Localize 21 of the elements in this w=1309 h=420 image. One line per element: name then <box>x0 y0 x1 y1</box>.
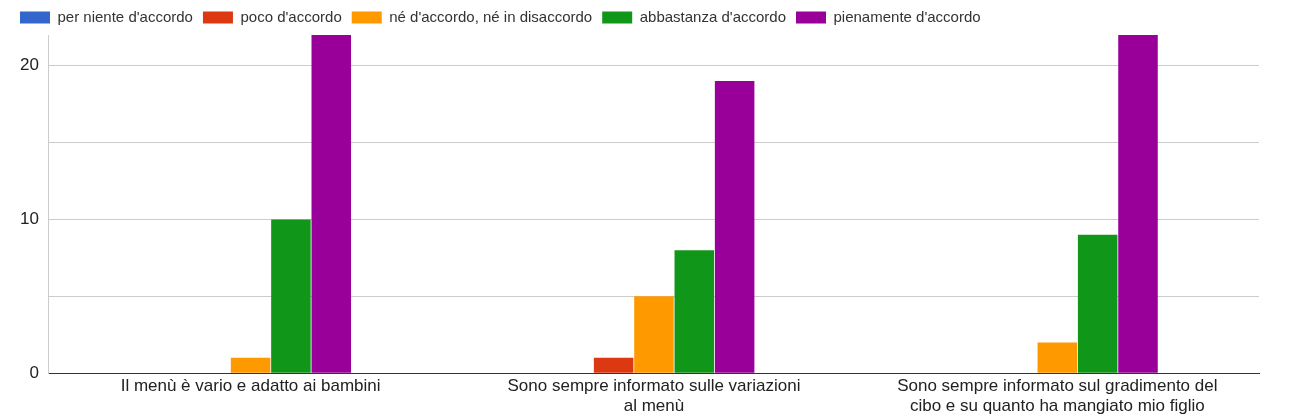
bar <box>593 357 634 373</box>
bar <box>714 81 755 373</box>
bar <box>634 296 674 373</box>
bar <box>271 219 311 373</box>
y-tick-label: 10 <box>19 209 39 229</box>
x-tick-label: Sono sempre informato sulle variazioni al menù <box>507 376 801 416</box>
legend-label: abbastanza d'accordo <box>639 7 787 25</box>
bar <box>1118 35 1158 373</box>
legend-label: poco d'accordo <box>240 7 342 25</box>
legend-label: per niente d'accordo <box>57 7 193 25</box>
y-tick-label: 20 <box>19 55 39 75</box>
x-tick-label: Sono sempre informato sul gradimento del cibo e su quanto ha mangiato mio figlio <box>897 376 1218 416</box>
x-tick-label: Il menù è vario e adatto ai bambini <box>120 376 381 396</box>
bar <box>230 357 271 373</box>
bar <box>1037 342 1078 373</box>
bar <box>1077 234 1118 373</box>
legend-label: né d'accordo, né in disaccordo <box>389 7 593 25</box>
bar <box>674 250 715 373</box>
bar <box>311 35 352 373</box>
y-tick-label: 0 <box>29 362 39 382</box>
legend-label: pienamente d'accordo <box>833 7 981 25</box>
